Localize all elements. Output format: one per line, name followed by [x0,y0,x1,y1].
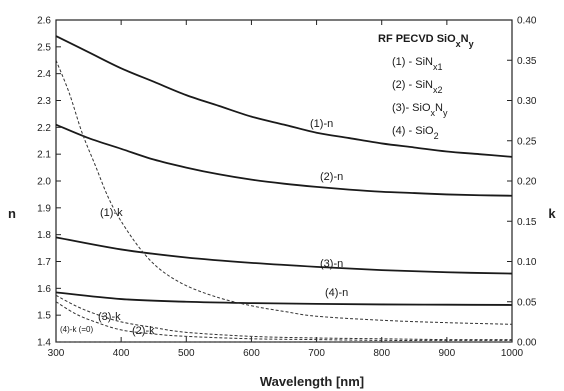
x-axis-ticks: 300 400 500 600 700 800 900 1000 [48,20,524,359]
series-annotation: (4)-k (=0) [60,325,93,334]
right-tick-label: 0.15 [517,217,537,228]
series-line [55,35,513,158]
right-axis-ticks: 0.00 0.05 0.10 0.15 0.20 0.25 0.30 0.35 0.40 [507,16,537,349]
x-tick-label: 600 [243,348,260,359]
x-axis-title: Wavelength [nm] [260,374,364,389]
right-tick-label: 0.00 [517,338,537,349]
left-tick-label: 1.6 [37,284,51,295]
right-tick-label: 0.10 [517,257,537,268]
x-tick-label: 1000 [501,348,524,359]
left-tick-label: 2.2 [37,123,51,134]
series-line [55,123,513,197]
x-tick-label: 300 [48,348,65,359]
left-tick-label: 2.6 [37,16,51,27]
series-annotation: (3)-n [320,258,343,270]
series-annotation: (3)-k [98,311,121,323]
legend: RF PECVD SiOxNy (1) - SiNx1 (2) - SiNx2 … [378,33,474,141]
series-line [55,294,513,341]
legend-title: RF PECVD SiOxNy [378,33,474,49]
series-annotation: (4)-n [325,287,348,299]
left-tick-label: 2.1 [37,150,51,161]
left-tick-label: 2.3 [37,96,51,107]
left-tick-label: 1.5 [37,311,51,322]
series-group [55,35,513,343]
curve-annotations: (1)-n (2)-n (3)-n (4)-n (1)-k (3)-k (2)-k (4)-k… [60,118,348,337]
right-axis-title: k [548,206,556,221]
series-line [55,291,513,306]
series-line [55,301,512,341]
series-line [55,236,513,275]
left-axis-ticks: 1.4 1.5 1.6 1.7 1.8 1.9 2.0 2.1 2.2 2.3 2.4 2.5 2.6 [37,16,61,349]
left-tick-label: 2.0 [37,177,51,188]
legend-item: (3)- SiOxNy [392,102,448,118]
right-tick-label: 0.25 [517,136,537,147]
left-tick-label: 1.8 [37,230,51,241]
left-tick-label: 1.7 [37,257,51,268]
series-line [55,60,513,325]
left-tick-label: 2.5 [37,42,51,53]
x-tick-label: 700 [308,348,325,359]
series-annotation: (2)-n [320,171,343,183]
x-tick-label: 800 [373,348,390,359]
legend-item: (1) - SiNx1 [392,56,442,72]
x-tick-label: 900 [439,348,456,359]
series-annotation: (2)-k [132,325,155,337]
series-annotation: (1)-n [310,118,333,130]
series-annotation: (1)-k [100,207,123,219]
right-tick-label: 0.35 [517,56,537,67]
x-tick-label: 400 [113,348,130,359]
left-tick-label: 2.4 [37,69,51,80]
plot-frame [55,19,513,343]
left-axis-title: n [8,206,16,221]
legend-item: (2) - SiNx2 [392,79,442,95]
legend-item: (4) - SiO2 [392,125,439,141]
left-tick-label: 1.9 [37,203,51,214]
plot-border [55,19,513,343]
right-tick-label: 0.40 [517,16,537,27]
right-tick-label: 0.05 [517,297,537,308]
left-tick-label: 1.4 [37,338,51,349]
right-tick-label: 0.30 [517,96,537,107]
right-tick-label: 0.20 [517,177,537,188]
x-tick-label: 500 [178,348,195,359]
